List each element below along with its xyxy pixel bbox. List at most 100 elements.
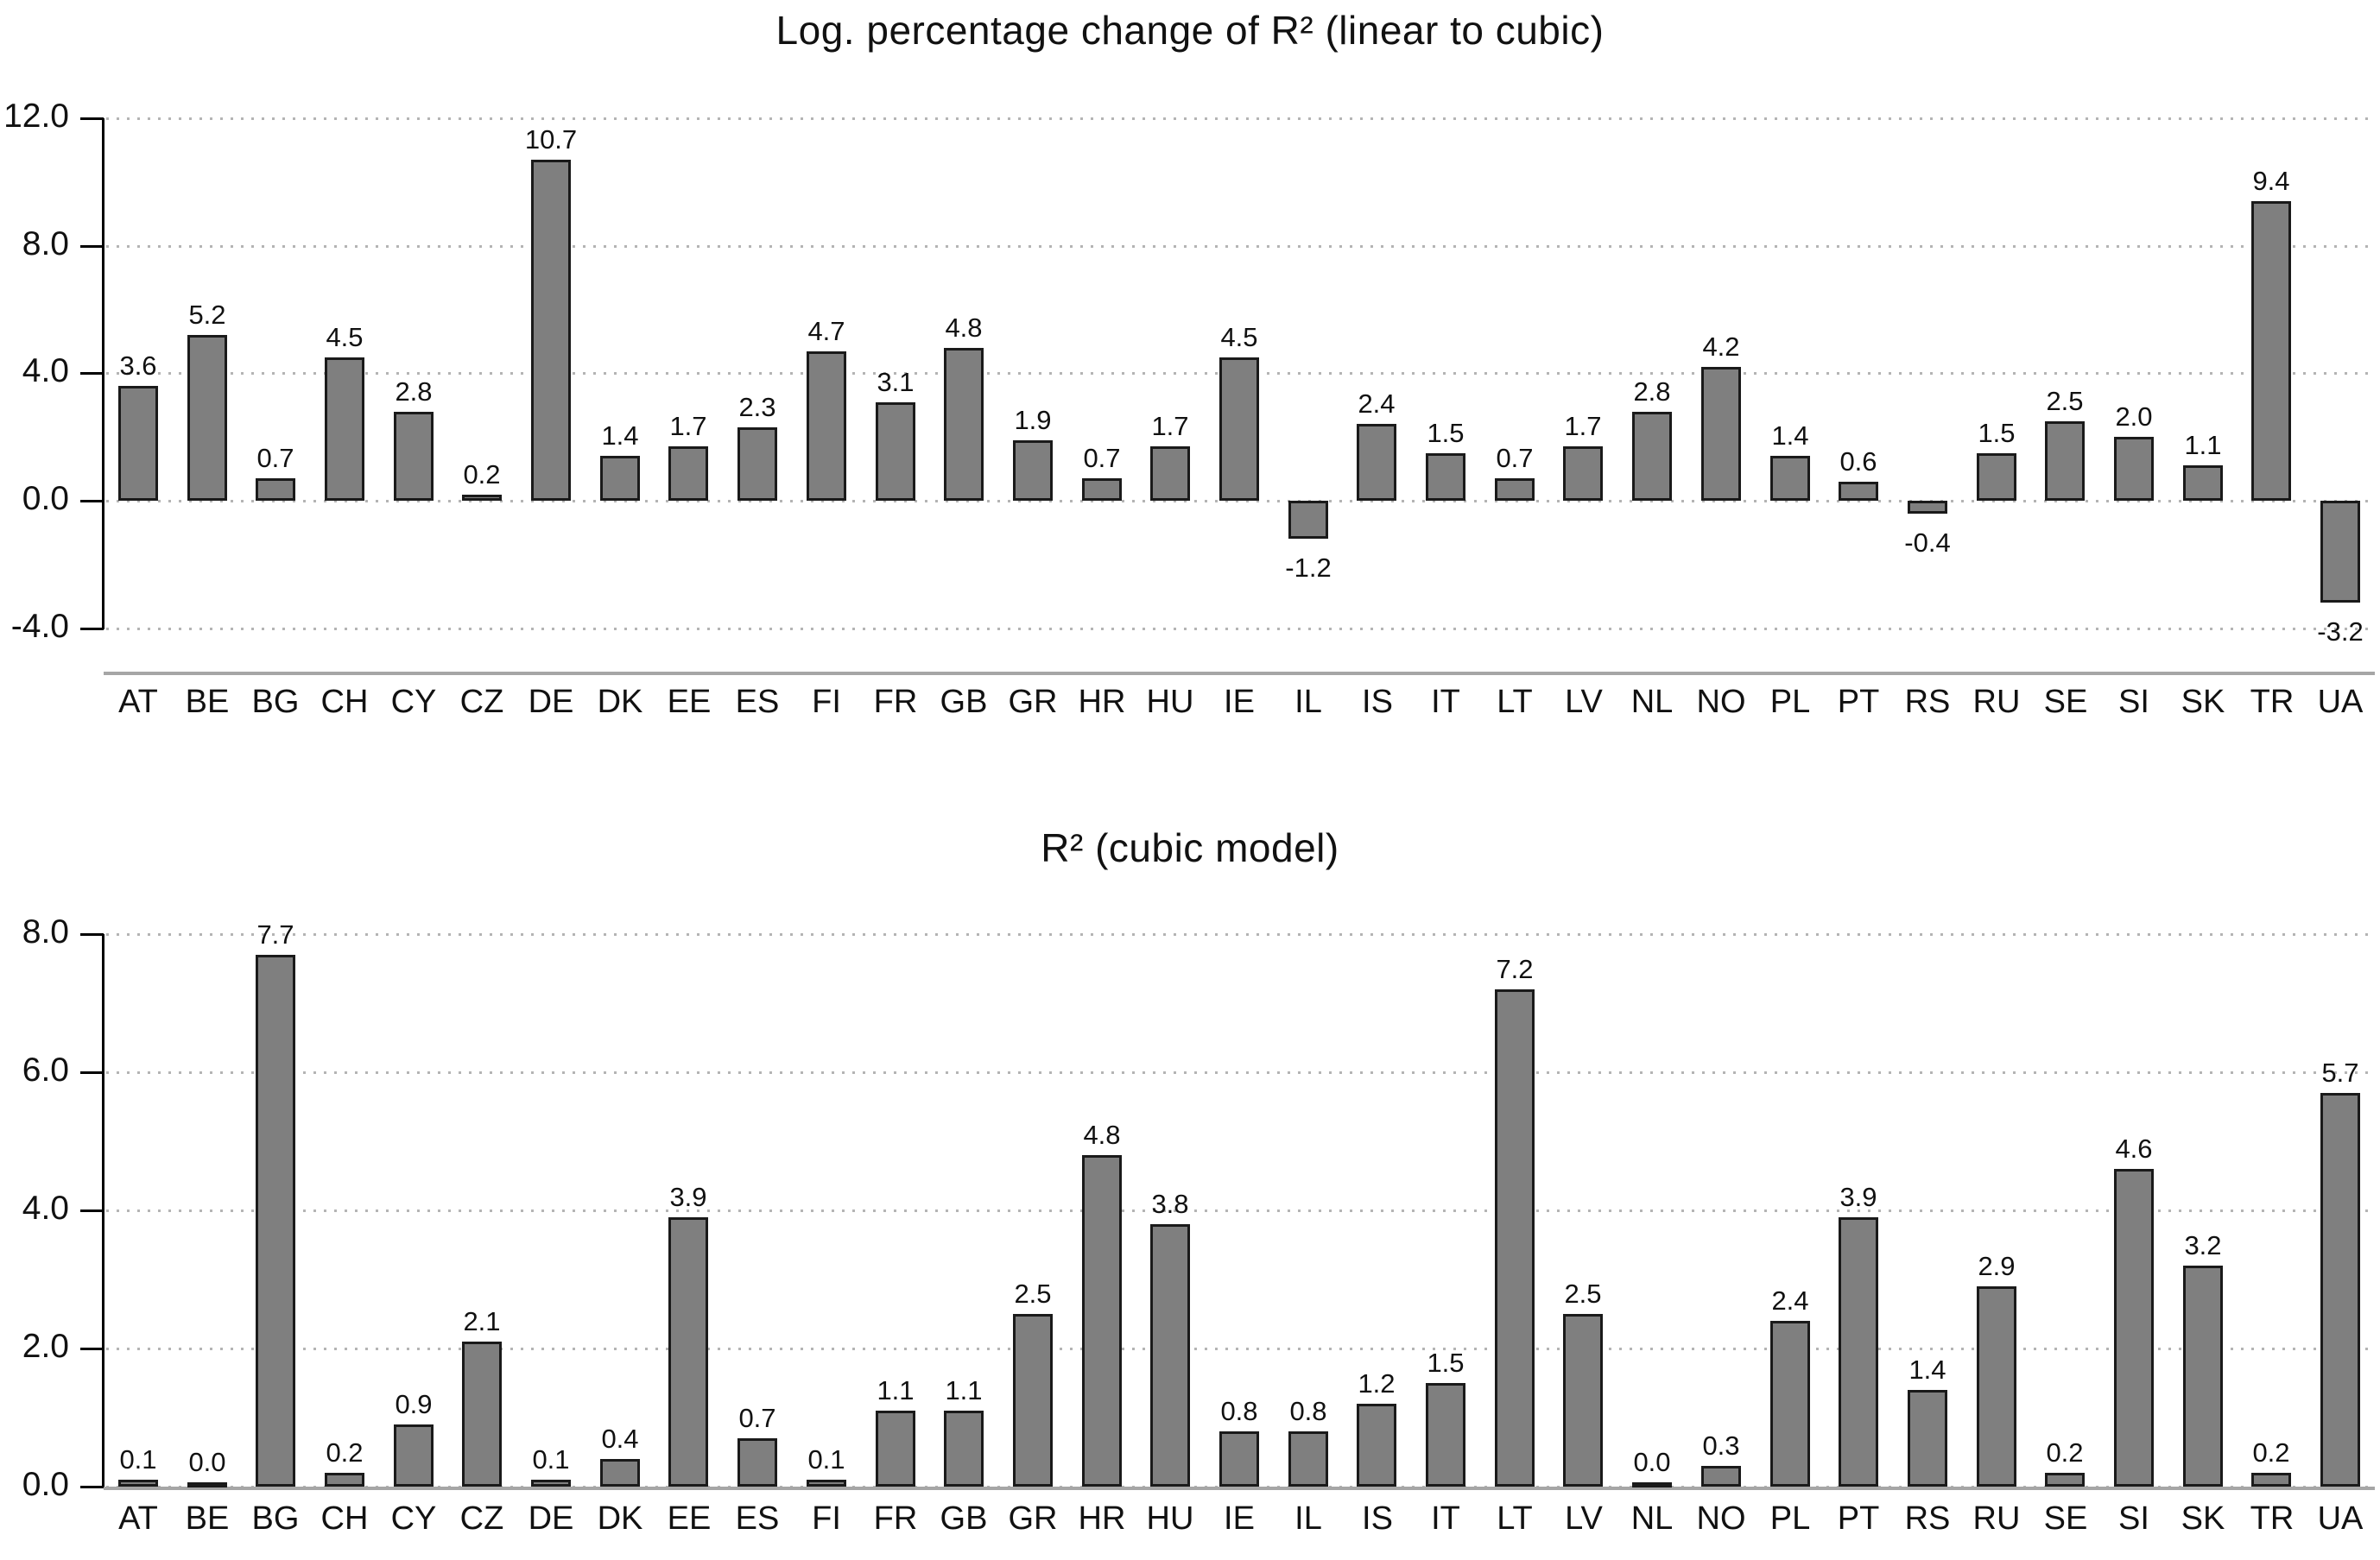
- x-tick-label-SK: SK: [2181, 1500, 2225, 1537]
- bar-LV: [1563, 1314, 1603, 1487]
- bar-UA: [2320, 1093, 2360, 1487]
- value-label-BE: 0.0: [188, 1447, 226, 1477]
- x-tick-label-GB: GB: [940, 1500, 988, 1537]
- value-label-IT: 1.5: [1427, 418, 1465, 448]
- bar-SE: [2045, 1473, 2085, 1487]
- value-label-SI: 2.0: [2115, 401, 2153, 432]
- y-tick-label: -4.0: [10, 608, 69, 645]
- value-label-GR: 2.5: [1014, 1279, 1052, 1309]
- x-tick-label-GB: GB: [940, 684, 988, 720]
- value-label-LV: 1.7: [1564, 411, 1602, 441]
- value-label-TR: 0.2: [2252, 1437, 2290, 1468]
- y-tick-mark: [80, 372, 104, 375]
- value-label-DK: 0.4: [601, 1424, 639, 1454]
- bar-CZ: [462, 1342, 502, 1487]
- x-tick-label-SE: SE: [2043, 1500, 2088, 1537]
- x-tick-label-EE: EE: [667, 684, 712, 720]
- x-tick-label-SI: SI: [2118, 1500, 2149, 1537]
- bar-GR: [1013, 440, 1053, 501]
- value-label-UA: -3.2: [2317, 616, 2364, 647]
- x-tick-label-CY: CY: [390, 1500, 437, 1537]
- gridline: [106, 1209, 2375, 1212]
- y-tick-label: 0.0: [22, 480, 69, 517]
- bar-UA: [2320, 501, 2360, 603]
- x-tick-label-HR: HR: [1078, 1500, 1126, 1537]
- x-tick-label-FR: FR: [873, 684, 918, 720]
- bar-DE: [531, 160, 571, 501]
- bar-HR: [1082, 1155, 1122, 1487]
- chart-log-pct-change-r2: Log. percentage change of R² (linear to …: [3, 8, 2375, 720]
- y-axis-line: [102, 934, 104, 1488]
- y-tick-label: 4.0: [22, 352, 69, 389]
- gridline: [106, 117, 2375, 120]
- x-tick-label-EE: EE: [667, 1500, 712, 1537]
- bar-SE: [2045, 421, 2085, 501]
- bar-NL: [1632, 1482, 1672, 1487]
- value-label-LT: 0.7: [1496, 443, 1534, 473]
- gridline: [106, 933, 2375, 936]
- bar-RU: [1977, 1286, 2016, 1487]
- bar-PL: [1770, 1321, 1810, 1487]
- x-tick-label-BE: BE: [185, 1500, 230, 1537]
- value-label-SK: 1.1: [2184, 430, 2222, 460]
- x-tick-label-IS: IS: [1362, 684, 1393, 720]
- bar-PT: [1839, 482, 1878, 501]
- bar-BE: [187, 335, 227, 501]
- x-tick-label-DE: DE: [528, 684, 574, 720]
- x-tick-label-TR: TR: [2250, 684, 2295, 720]
- bar-LV: [1563, 446, 1603, 501]
- bar-SK: [2183, 465, 2223, 501]
- bar-PT: [1839, 1217, 1878, 1487]
- value-label-RS: 1.4: [1908, 1355, 1946, 1385]
- bar-CH: [325, 357, 364, 501]
- y-tick-mark: [80, 1486, 104, 1488]
- x-tick-label-LV: LV: [1565, 1500, 1603, 1537]
- value-label-DE: 0.1: [532, 1444, 570, 1475]
- value-label-AT: 0.1: [119, 1444, 157, 1475]
- bar-IT: [1426, 1383, 1465, 1487]
- value-label-SE: 0.2: [2046, 1437, 2084, 1468]
- x-tick-label-SK: SK: [2181, 684, 2225, 720]
- x-baseline: [104, 1487, 2375, 1490]
- value-label-FI: 4.7: [807, 316, 845, 346]
- value-label-LT: 7.2: [1496, 954, 1534, 984]
- x-tick-label-PL: PL: [1769, 1500, 1811, 1537]
- value-label-SK: 3.2: [2184, 1230, 2222, 1260]
- gridline: [106, 500, 2375, 502]
- value-label-CY: 0.9: [395, 1389, 433, 1419]
- x-tick-label-SI: SI: [2118, 684, 2149, 720]
- chart-title-top: Log. percentage change of R² (linear to …: [775, 8, 1605, 53]
- x-tick-label-FI: FI: [812, 1500, 841, 1537]
- x-tick-label-CH: CH: [320, 1500, 369, 1537]
- value-label-FI: 0.1: [807, 1444, 845, 1475]
- value-label-SI: 4.6: [2115, 1134, 2153, 1164]
- value-label-NO: 4.2: [1702, 332, 1740, 362]
- value-label-SE: 2.5: [2046, 386, 2084, 416]
- value-label-CZ: 0.2: [463, 459, 501, 489]
- bar-HU: [1150, 446, 1190, 501]
- value-label-IE: 4.5: [1220, 322, 1258, 352]
- value-label-CZ: 2.1: [463, 1306, 501, 1336]
- x-tick-label-BG: BG: [251, 1500, 300, 1537]
- y-axis-line: [102, 118, 104, 629]
- x-tick-label-BG: BG: [251, 684, 300, 720]
- x-tick-label-DK: DK: [597, 1500, 643, 1537]
- y-tick-label: 8.0: [22, 225, 69, 262]
- value-label-GB: 1.1: [945, 1375, 983, 1405]
- bar-RU: [1977, 453, 2016, 501]
- value-label-BG: 0.7: [256, 443, 294, 473]
- x-tick-label-GR: GR: [1008, 684, 1058, 720]
- bar-CZ: [462, 495, 502, 501]
- value-label-IL: 0.8: [1289, 1396, 1327, 1426]
- bar-HU: [1150, 1224, 1190, 1487]
- value-label-GB: 4.8: [945, 313, 983, 343]
- bar-EE: [668, 1217, 708, 1487]
- value-label-HR: 4.8: [1083, 1120, 1121, 1150]
- bar-BG: [256, 955, 295, 1487]
- value-label-FR: 3.1: [877, 367, 915, 397]
- value-label-ES: 0.7: [738, 1403, 776, 1433]
- x-tick-label-CZ: CZ: [459, 684, 504, 720]
- bar-NL: [1632, 412, 1672, 501]
- x-tick-label-AT: AT: [118, 684, 158, 720]
- x-tick-label-NL: NL: [1630, 684, 1674, 720]
